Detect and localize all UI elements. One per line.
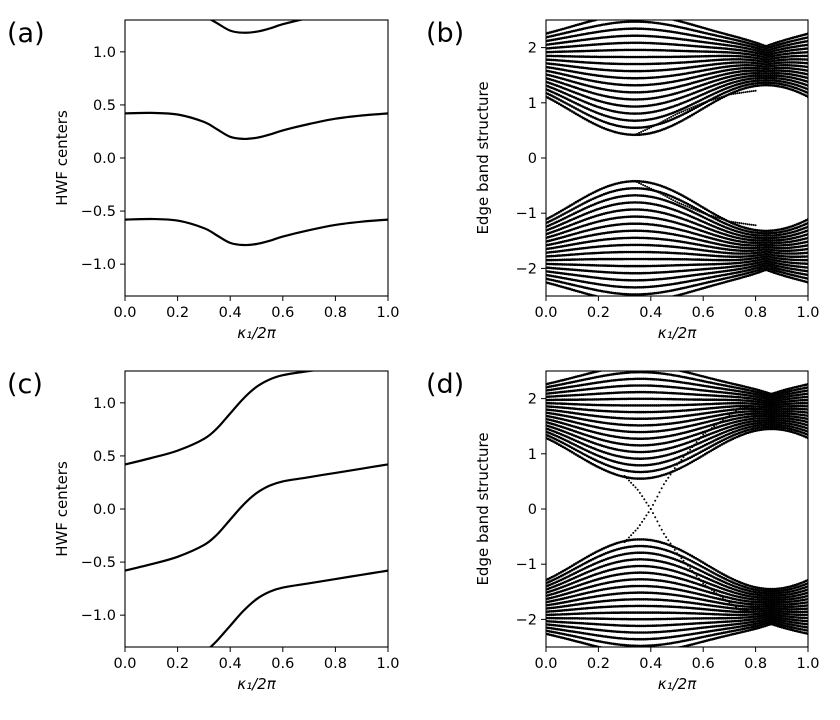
x-axis-label: κ₁/2π: [658, 675, 697, 693]
x-tick-label: 0.4: [219, 656, 242, 672]
axes-frame-c: [124, 370, 389, 648]
x-tick-label: 1.0: [796, 305, 819, 321]
y-tick-label: 0.5: [93, 449, 116, 465]
panel-label: (d): [426, 369, 464, 400]
y-axis-label: HWF centers: [53, 110, 71, 206]
hwf-curve-a-1: [125, 111, 388, 141]
plot-area-a: [125, 20, 388, 247]
edge-state-d-2: [623, 474, 757, 613]
x-tick-label: 0.6: [271, 656, 294, 672]
x-tick-label: 0.4: [219, 305, 242, 321]
panel-b: 0.0 0.2 0.4 0.6 0.8 1.0 −2 −1 0 1 2 κ₁/2π Edge band …: [426, 18, 820, 342]
plot-area-b: [546, 20, 808, 296]
hwf-curve-a-2: [125, 217, 388, 247]
panel-label: (a): [7, 18, 45, 49]
edge-state-d-1: [623, 405, 757, 544]
plot-area-d: [546, 371, 808, 647]
x-tick-label: 0.2: [587, 656, 610, 672]
plot-area-c: [125, 371, 388, 647]
y-tick-label: 0.0: [93, 502, 116, 518]
hwf-curve-c-1: [125, 371, 318, 466]
x-tick-label: 0.4: [639, 656, 662, 672]
y-tick-label: −0.5: [81, 555, 116, 571]
x-axis-label: κ₁/2π: [237, 324, 276, 342]
x-tick-label: 0.8: [324, 656, 347, 672]
hwf-curve-c-2: [125, 463, 388, 572]
panel-d: 0.0 0.2 0.4 0.6 0.8 1.0 −2 −1 0 1 2 κ₁/2π Edge band …: [426, 369, 820, 693]
x-tick-label: 0.8: [324, 305, 347, 321]
x-tick-label: 1.0: [376, 656, 399, 672]
x-tick-label: 0.0: [113, 656, 136, 672]
x-axis-label: κ₁/2π: [237, 675, 276, 693]
y-tick-label: −1: [516, 557, 537, 573]
y-tick-label: 0: [528, 151, 537, 167]
hwf-curve-a-3: [209, 20, 305, 34]
y-tick-label: −2: [516, 612, 537, 628]
x-tick-label: 0.0: [534, 305, 557, 321]
edge-state-b-1: [634, 89, 757, 136]
x-tick-label: 0.0: [534, 656, 557, 672]
panel-label: (b): [426, 18, 464, 49]
y-tick-label: 1.0: [93, 45, 116, 61]
panel-label: (c): [7, 369, 43, 400]
y-tick-label: −1.0: [81, 608, 116, 624]
x-tick-label: 0.2: [166, 305, 189, 321]
y-tick-label: 2: [528, 392, 537, 408]
x-tick-label: 0.8: [744, 305, 767, 321]
band-dots-d: [546, 371, 808, 647]
x-tick-label: 0.6: [692, 656, 715, 672]
x-tick-label: 0.6: [692, 305, 715, 321]
y-tick-label: −2: [516, 261, 537, 277]
panel-c: 0.0 0.2 0.4 0.6 0.8 1.0 −1.0 −0.5 0.0 0.5 1.0 κ₁/2π…: [7, 369, 400, 693]
x-tick-label: 0.2: [166, 656, 189, 672]
x-tick-label: 1.0: [796, 656, 819, 672]
x-tick-label: 0.2: [587, 305, 610, 321]
y-tick-label: −0.5: [81, 204, 116, 220]
panel-a: 0.0 0.2 0.4 0.6 0.8 1.0 −1.0 −0.5 0.0 0.5 1.0 κ₁/2π…: [7, 18, 400, 342]
axes-frame-a: [124, 19, 389, 297]
y-axis-label: Edge band structure: [474, 432, 492, 585]
y-tick-label: 2: [528, 41, 537, 57]
y-tick-label: 0.0: [93, 151, 116, 167]
y-tick-label: 0: [528, 502, 537, 518]
band-dots-b: [546, 20, 808, 296]
x-tick-label: 0.0: [113, 305, 136, 321]
x-tick-label: 0.6: [271, 305, 294, 321]
y-tick-label: 0.5: [93, 98, 116, 114]
x-axis-label: κ₁/2π: [658, 324, 697, 342]
y-tick-label: 1: [528, 447, 537, 463]
y-axis-label: Edge band structure: [474, 81, 492, 234]
y-tick-label: −1: [516, 206, 537, 222]
y-tick-label: 1: [528, 96, 537, 112]
edge-state-b-2: [634, 180, 757, 227]
hwf-curve-c-3: [209, 569, 388, 647]
x-tick-label: 0.4: [639, 305, 662, 321]
y-tick-label: −1.0: [81, 257, 116, 273]
y-axis-label: HWF centers: [53, 461, 71, 557]
x-tick-label: 1.0: [376, 305, 399, 321]
y-tick-label: 1.0: [93, 396, 116, 412]
x-tick-label: 0.8: [744, 656, 767, 672]
